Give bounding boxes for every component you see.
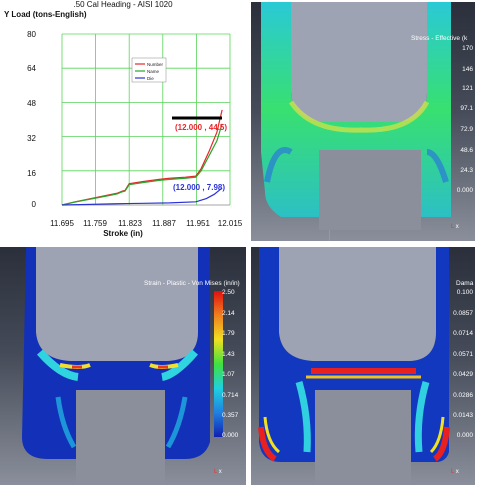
strain-legend-title: Strain - Plastic - Von Mises (in/in) — [144, 280, 240, 287]
axis-triad-icon: L x — [214, 469, 222, 475]
strain-tick: 0.714 — [222, 392, 239, 399]
x-tick: 11.951 — [186, 219, 210, 228]
stress-tick: 97.1 — [460, 105, 473, 112]
damage-contour-view: Dama 0.100 0.0857 0.0714 0.0571 0.0429 0… — [251, 247, 475, 485]
x-tick: 11.887 — [152, 219, 176, 228]
y-tick: 64 — [27, 64, 36, 73]
x-tick: 11.759 — [83, 219, 107, 228]
annotation-max-load: (12.000 , 44.5) — [175, 123, 228, 132]
stress-tick: 48.6 — [460, 147, 473, 154]
annotation-die-load: (12.000 , 7.98) — [173, 183, 226, 192]
damage-tick: 0.0857 — [453, 310, 473, 317]
stress-tick: 146 — [462, 66, 473, 73]
legend-label: Number — [147, 62, 164, 67]
stress-tick: 72.9 — [460, 126, 473, 133]
x-axis-label: Stroke (in) — [103, 229, 143, 238]
legend-label: Die — [147, 76, 154, 81]
strain-tick: 2.50 — [222, 289, 235, 296]
strain-contour-view: Strain - Plastic - Von Mises (in/in) 2.5… — [0, 247, 246, 485]
axis-triad-icon: L x — [451, 469, 459, 475]
x-tick: 11.695 — [50, 219, 74, 228]
stress-tick: 0.000 — [456, 187, 473, 194]
damage-tick: 0.100 — [456, 289, 473, 296]
y-tick: 0 — [31, 200, 36, 209]
strain-contour — [22, 247, 210, 485]
damage-tick: 0.0571 — [453, 351, 473, 358]
damage-tick: 0.0143 — [453, 412, 473, 419]
strain-tick: 0.357 — [222, 412, 239, 419]
damage-tick: 0.0286 — [453, 392, 473, 399]
y-tick: 48 — [27, 99, 36, 108]
damage-tick: 0.0714 — [453, 330, 473, 337]
strain-tick: 2.14 — [222, 310, 235, 317]
stress-tick: 170 — [462, 45, 473, 52]
y-tick: 32 — [27, 134, 36, 143]
series-line-die — [61, 187, 223, 206]
plot-area: Number Name Die — [61, 33, 231, 206]
x-tick: 12.015 — [217, 219, 243, 228]
y-tick: 16 — [27, 169, 36, 178]
chart-legend: Number Name Die — [131, 57, 167, 83]
strain-tick: 1.79 — [222, 330, 235, 337]
damage-legend-title: Dama — [456, 280, 474, 287]
damage-contour — [258, 247, 450, 485]
y-axis-label: Y Load (tons-English) — [4, 10, 87, 19]
x-tick: 11.823 — [118, 219, 142, 228]
stress-tick: 24.3 — [460, 167, 473, 174]
damage-tick: 0.0429 — [453, 371, 473, 378]
series-line-name — [61, 123, 223, 206]
legend-label: Name — [147, 69, 160, 74]
damage-tick: 0.000 — [456, 432, 473, 439]
stress-contour — [261, 2, 451, 230]
stress-contour-view: Stress - Effective (k 170 146 121 97.1 7… — [251, 2, 475, 241]
load-stroke-chart: .50 Cal Heading - AISI 1020 Y Load (tons… — [0, 0, 246, 241]
strain-tick: 1.43 — [222, 351, 235, 358]
y-tick: 80 — [27, 30, 36, 39]
axis-triad-icon: L x — [451, 224, 459, 230]
strain-color-bar — [214, 291, 223, 437]
chart-title: .50 Cal Heading - AISI 1020 — [73, 0, 173, 9]
strain-tick: 1.07 — [222, 371, 235, 378]
strain-tick: 0.000 — [222, 432, 239, 439]
stress-legend-title: Stress - Effective (k — [411, 35, 468, 42]
stress-tick: 121 — [462, 85, 473, 92]
